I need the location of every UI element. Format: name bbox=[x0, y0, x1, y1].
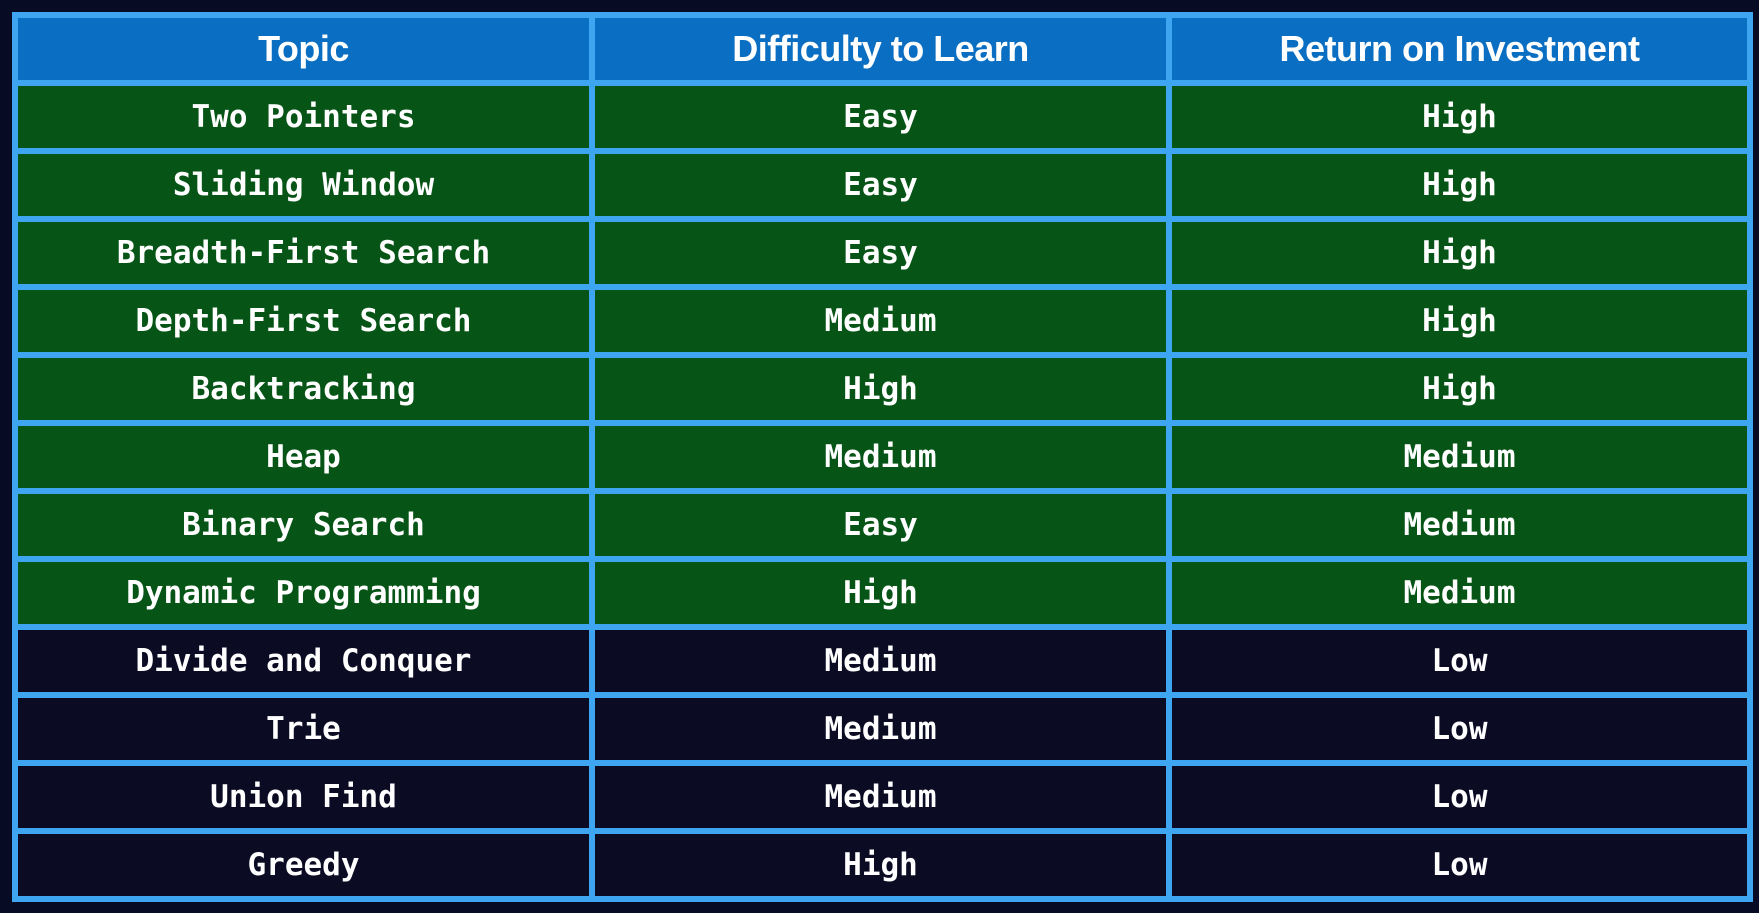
table-row: Trie Medium Low bbox=[12, 692, 1753, 766]
difficulty-cell: Medium bbox=[589, 692, 1172, 766]
topic-cell: Two Pointers bbox=[12, 80, 595, 154]
topic-cell: Heap bbox=[12, 420, 595, 494]
topic-cell: Trie bbox=[12, 692, 595, 766]
header-roi: Return on Investment bbox=[1166, 12, 1753, 86]
table-row: Heap Medium Medium bbox=[12, 420, 1753, 494]
difficulty-cell: Medium bbox=[589, 760, 1172, 834]
table-row: Divide and Conquer Medium Low bbox=[12, 624, 1753, 698]
table-row: Union Find Medium Low bbox=[12, 760, 1753, 834]
table-row: Dynamic Programming High Medium bbox=[12, 556, 1753, 630]
table-row: Greedy High Low bbox=[12, 828, 1753, 902]
difficulty-cell: High bbox=[589, 828, 1172, 902]
table-row: Backtracking High High bbox=[12, 352, 1753, 426]
difficulty-cell: High bbox=[589, 556, 1172, 630]
roi-cell: Medium bbox=[1166, 420, 1753, 494]
roi-cell: High bbox=[1166, 80, 1753, 154]
table-row: Depth-First Search Medium High bbox=[12, 284, 1753, 358]
roi-cell: Low bbox=[1166, 828, 1753, 902]
difficulty-cell: Easy bbox=[589, 148, 1172, 222]
difficulty-cell: Medium bbox=[589, 420, 1172, 494]
roi-cell: Low bbox=[1166, 692, 1753, 766]
roi-cell: High bbox=[1166, 216, 1753, 290]
topic-cell: Dynamic Programming bbox=[12, 556, 595, 630]
roi-cell: High bbox=[1166, 352, 1753, 426]
roi-cell: Medium bbox=[1166, 488, 1753, 562]
roi-cell: Low bbox=[1166, 624, 1753, 698]
roi-cell: Medium bbox=[1166, 556, 1753, 630]
table-row: Breadth-First Search Easy High bbox=[12, 216, 1753, 290]
difficulty-cell: Medium bbox=[589, 624, 1172, 698]
roi-cell: High bbox=[1166, 148, 1753, 222]
topic-cell: Divide and Conquer bbox=[12, 624, 595, 698]
topics-table: Topic Difficulty to Learn Return on Inve… bbox=[12, 12, 1753, 902]
difficulty-cell: Easy bbox=[589, 488, 1172, 562]
table-row: Binary Search Easy Medium bbox=[12, 488, 1753, 562]
table-header-row: Topic Difficulty to Learn Return on Inve… bbox=[12, 12, 1753, 86]
topic-cell: Sliding Window bbox=[12, 148, 595, 222]
difficulty-cell: Easy bbox=[589, 80, 1172, 154]
topic-cell: Breadth-First Search bbox=[12, 216, 595, 290]
topic-cell: Backtracking bbox=[12, 352, 595, 426]
header-difficulty: Difficulty to Learn bbox=[589, 12, 1172, 86]
roi-cell: High bbox=[1166, 284, 1753, 358]
table-row: Sliding Window Easy High bbox=[12, 148, 1753, 222]
topic-cell: Depth-First Search bbox=[12, 284, 595, 358]
difficulty-cell: High bbox=[589, 352, 1172, 426]
difficulty-cell: Medium bbox=[589, 284, 1172, 358]
topic-cell: Greedy bbox=[12, 828, 595, 902]
roi-cell: Low bbox=[1166, 760, 1753, 834]
table-body: Two Pointers Easy High Sliding Window Easy Hi… bbox=[12, 80, 1753, 902]
difficulty-cell: Easy bbox=[589, 216, 1172, 290]
table-row: Two Pointers Easy High bbox=[12, 80, 1753, 154]
topic-cell: Binary Search bbox=[12, 488, 595, 562]
topic-cell: Union Find bbox=[12, 760, 595, 834]
header-topic: Topic bbox=[12, 12, 595, 86]
